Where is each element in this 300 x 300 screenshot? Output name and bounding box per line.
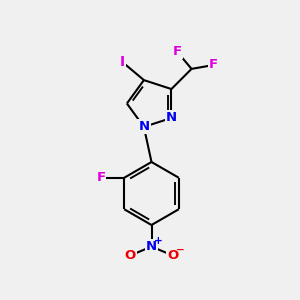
Text: O: O	[167, 249, 179, 262]
Text: F: F	[209, 58, 218, 71]
Text: I: I	[120, 56, 125, 69]
Text: N: N	[166, 112, 177, 124]
Text: N: N	[146, 240, 157, 253]
Text: F: F	[96, 171, 105, 184]
Text: N: N	[138, 120, 149, 134]
Text: O: O	[124, 249, 136, 262]
Text: F: F	[172, 45, 182, 58]
Text: −: −	[176, 244, 185, 255]
Text: +: +	[153, 236, 162, 246]
